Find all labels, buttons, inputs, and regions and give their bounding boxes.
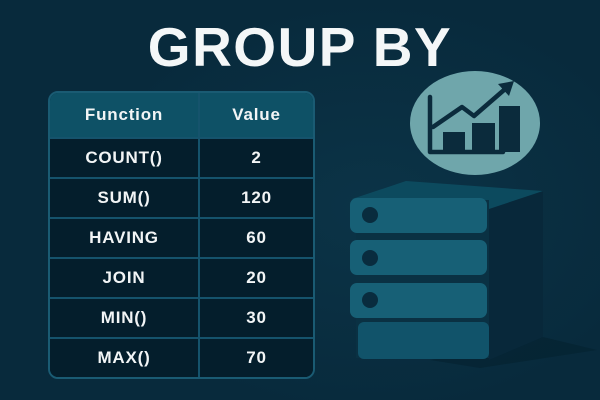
growth-chart-icon (410, 71, 540, 175)
table-row: MAX() 70 (50, 337, 313, 377)
column-header-value: Value (198, 93, 313, 137)
table-row: JOIN 20 (50, 257, 313, 297)
table-row: SUM() 120 (50, 177, 313, 217)
table-cell-value: 120 (198, 179, 313, 217)
table-cell-value: 20 (198, 259, 313, 297)
table-cell-function: JOIN (102, 268, 146, 287)
table-row: HAVING 60 (50, 217, 313, 257)
group-by-table: Function Value COUNT() 2 SUM() 120 HAVIN… (48, 91, 315, 379)
table-cell-function: HAVING (89, 228, 159, 247)
column-header-function: Function (84, 105, 164, 124)
table-cell-function: COUNT() (85, 148, 163, 167)
table-cell-value: 2 (198, 139, 313, 177)
table-cell-value: 30 (198, 299, 313, 337)
table-cell-function: MIN() (100, 308, 148, 327)
table-header-row: Function Value (50, 93, 313, 137)
table-cell-function: SUM() (97, 188, 151, 207)
table-cell-value: 70 (198, 339, 313, 377)
table-row: MIN() 30 (50, 297, 313, 337)
table-row: COUNT() 2 (50, 137, 313, 177)
table-cell-function: MAX() (97, 348, 151, 367)
page-title: GROUP BY (147, 16, 453, 78)
table-cell-value: 60 (198, 219, 313, 257)
database-server-icon (350, 181, 597, 368)
